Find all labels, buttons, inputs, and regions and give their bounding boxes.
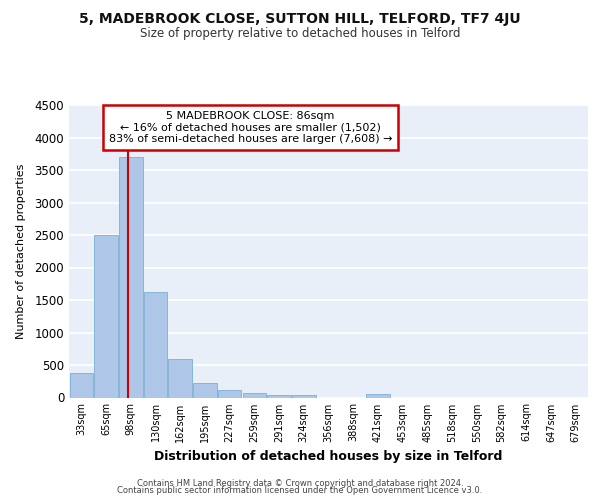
Text: Size of property relative to detached houses in Telford: Size of property relative to detached ho… xyxy=(140,28,460,40)
Bar xyxy=(119,157,143,398)
Bar xyxy=(94,235,118,398)
X-axis label: Distribution of detached houses by size in Telford: Distribution of detached houses by size … xyxy=(154,450,503,463)
Text: Contains public sector information licensed under the Open Government Licence v3: Contains public sector information licen… xyxy=(118,486,482,495)
Y-axis label: Number of detached properties: Number of detached properties xyxy=(16,164,26,339)
Bar xyxy=(193,382,217,398)
Bar xyxy=(242,394,266,398)
Bar xyxy=(169,359,192,398)
Bar xyxy=(144,292,167,398)
Text: 5, MADEBROOK CLOSE, SUTTON HILL, TELFORD, TF7 4JU: 5, MADEBROOK CLOSE, SUTTON HILL, TELFORD… xyxy=(79,12,521,26)
Bar xyxy=(292,395,316,398)
Bar xyxy=(70,374,93,398)
Bar xyxy=(218,390,241,398)
Text: 5 MADEBROOK CLOSE: 86sqm
← 16% of detached houses are smaller (1,502)
83% of sem: 5 MADEBROOK CLOSE: 86sqm ← 16% of detach… xyxy=(109,111,392,144)
Bar xyxy=(268,395,291,398)
Bar xyxy=(366,394,389,398)
Text: Contains HM Land Registry data © Crown copyright and database right 2024.: Contains HM Land Registry data © Crown c… xyxy=(137,478,463,488)
